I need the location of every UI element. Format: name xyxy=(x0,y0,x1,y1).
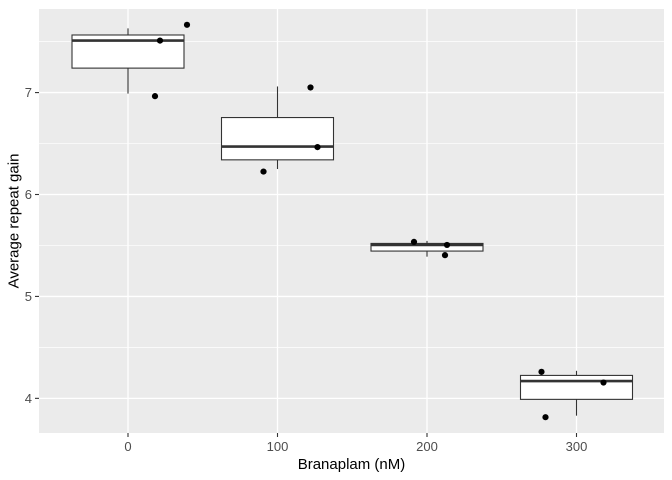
x-axis-title: Branaplam (nM) xyxy=(297,456,406,473)
y-tick-label: 5 xyxy=(25,289,32,304)
y-tick-label: 7 xyxy=(25,85,32,100)
x-tick-label: 0 xyxy=(124,439,131,454)
jitter-point xyxy=(542,414,549,421)
jitter-point xyxy=(307,84,314,91)
jitter-point xyxy=(156,37,164,44)
y-tick-label: 6 xyxy=(25,187,32,202)
jitter-point xyxy=(151,93,159,100)
x-tick-label: 100 xyxy=(267,439,289,454)
jitter-point xyxy=(443,241,451,249)
jitter-point xyxy=(314,144,321,151)
boxplot-box xyxy=(519,374,634,400)
panel-background xyxy=(39,9,664,433)
x-tick-label: 200 xyxy=(416,439,438,454)
y-tick-label: 4 xyxy=(25,391,32,406)
jitter-point xyxy=(600,379,607,386)
boxplot-box xyxy=(220,116,335,161)
jitter-point xyxy=(410,238,418,245)
y-axis-title: Average repeat gain xyxy=(5,153,23,289)
jitter-point xyxy=(260,168,267,175)
jitter-point xyxy=(538,368,545,375)
boxplot-box xyxy=(370,242,484,252)
x-tick-label: 300 xyxy=(566,439,588,454)
jitter-point xyxy=(441,252,449,259)
jitter-point xyxy=(183,21,191,28)
